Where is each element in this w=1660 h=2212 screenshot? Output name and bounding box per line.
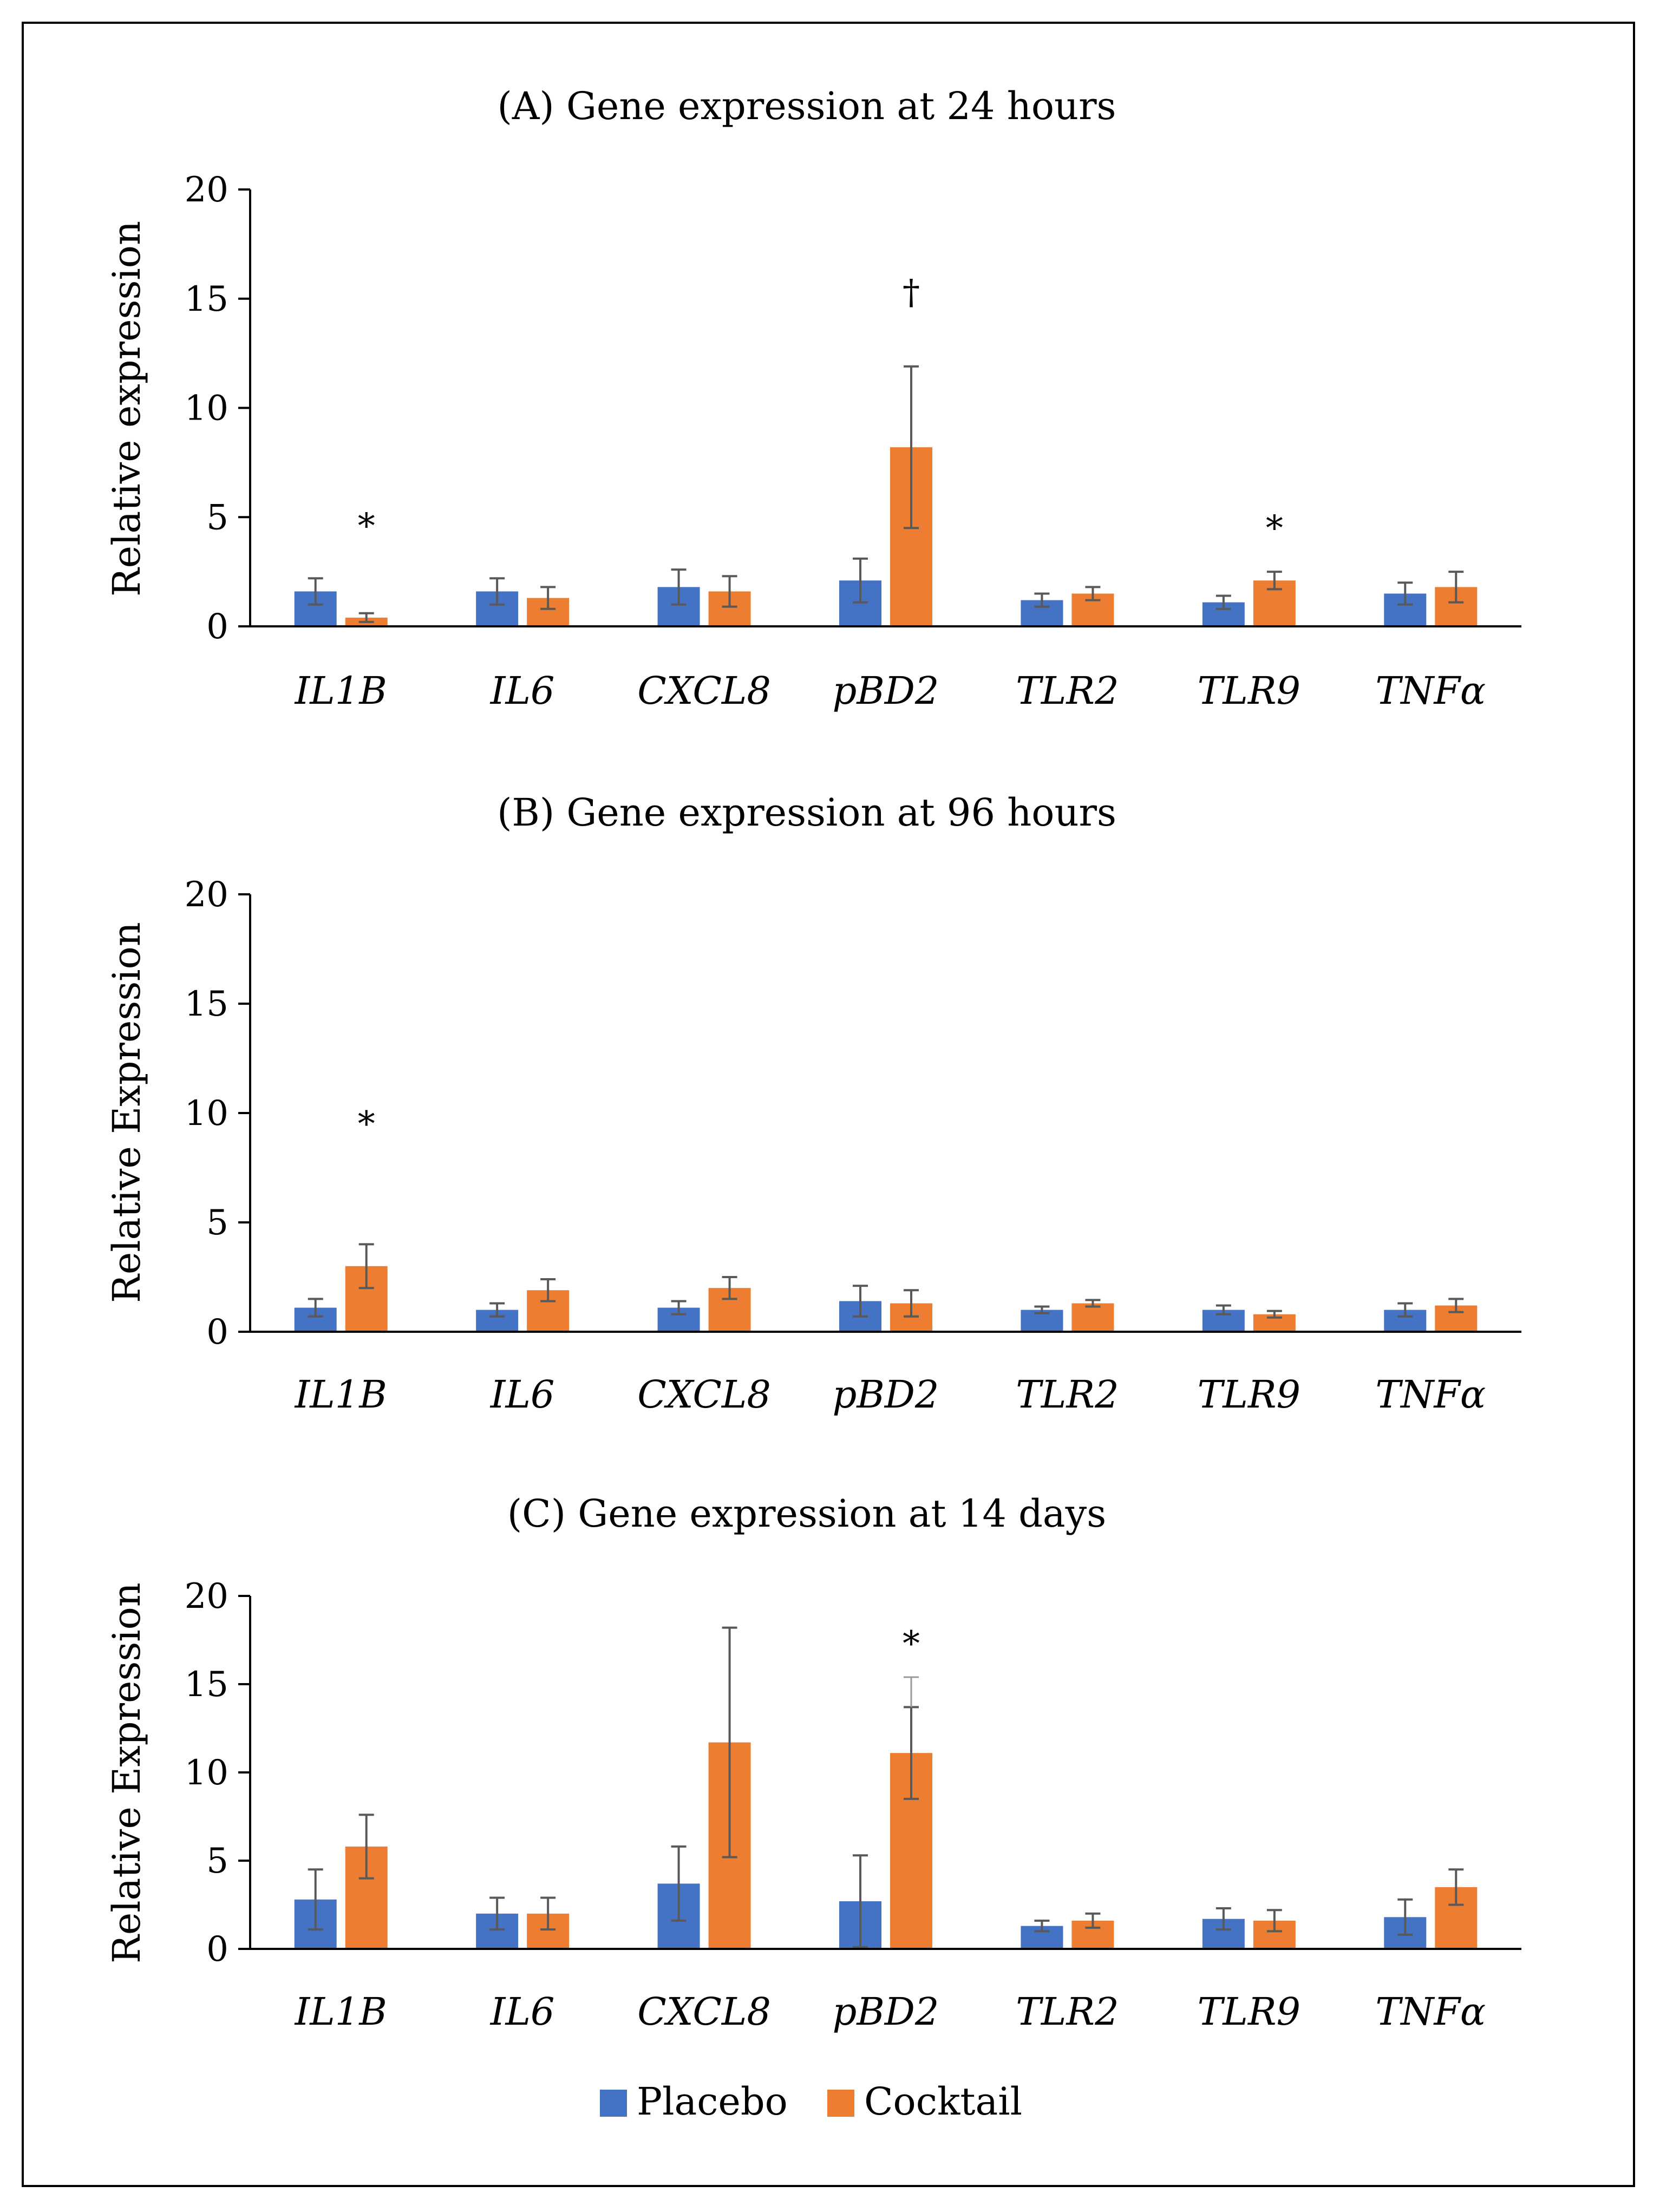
y-tick-label: 15 (185, 279, 228, 319)
x-tick-label: IL1B (294, 1372, 387, 1417)
y-tick-label: 0 (206, 1312, 228, 1352)
y-tick-label: 20 (185, 875, 228, 915)
bar-cocktail-tlr2 (1071, 1303, 1114, 1332)
x-tick-label: TNFα (1375, 1990, 1486, 2034)
y-tick-label: 10 (185, 1094, 228, 1134)
legend-label-cocktail: Cocktail (864, 2079, 1022, 2124)
significance-marker: * (1266, 508, 1283, 548)
x-tick-label: TLR9 (1198, 1372, 1300, 1417)
x-tick-label: IL6 (489, 1372, 555, 1417)
y-axis-label: Relative Expression (104, 1582, 149, 1964)
y-tick-label: 15 (185, 1665, 228, 1705)
x-tick-label: pBD2 (833, 1372, 939, 1417)
charts-group: (A) Gene expression at 24 hours Relative … (104, 84, 1521, 2034)
y-tick-label: 5 (206, 498, 228, 538)
chart-panel-b: (B) Gene expression at 96 hours Relative … (104, 790, 1521, 1417)
x-tick-label: IL6 (489, 669, 555, 713)
y-tick-label: 0 (206, 607, 228, 647)
y-tick-label: 20 (185, 1576, 228, 1617)
x-tick-label: pBD2 (833, 669, 939, 713)
chart-panel-c: (C) Gene expression at 14 days Relative E… (104, 1491, 1521, 2034)
legend: Placebo Cocktail (600, 2079, 1022, 2124)
y-tick-label: 10 (185, 389, 228, 429)
x-tick-label: TLR2 (1016, 1372, 1119, 1417)
x-tick-label: pBD2 (833, 1990, 939, 2034)
y-tick-label: 15 (185, 984, 228, 1024)
y-axis-label: Relative Expression (104, 922, 149, 1303)
y-tick-label: 5 (206, 1203, 228, 1243)
x-tick-label: TLR2 (1016, 669, 1119, 713)
chart-panel-a: (A) Gene expression at 24 hours Relative … (104, 84, 1521, 713)
significance-marker: † (903, 273, 920, 313)
x-tick-label: CXCL8 (637, 669, 771, 713)
legend-swatch-cocktail (827, 2090, 854, 2117)
y-tick-label: 5 (206, 1841, 228, 1881)
significance-marker: * (903, 1624, 920, 1664)
x-tick-label: IL6 (489, 1990, 555, 2034)
x-tick-label: TLR9 (1198, 669, 1300, 713)
significance-marker: * (358, 1104, 375, 1144)
chart-title: (A) Gene expression at 24 hours (498, 84, 1116, 128)
chart-title: (C) Gene expression at 14 days (507, 1491, 1106, 1536)
x-tick-label: TNFα (1375, 1372, 1486, 1417)
legend-swatch-placebo (600, 2090, 627, 2117)
x-tick-label: CXCL8 (637, 1372, 771, 1417)
significance-marker: * (358, 506, 375, 546)
x-tick-label: CXCL8 (637, 1990, 771, 2034)
x-tick-label: IL1B (294, 1990, 387, 2034)
y-axis-label: Relative expression (104, 221, 149, 597)
x-tick-label: IL1B (294, 669, 387, 713)
x-tick-label: TLR2 (1016, 1990, 1119, 2034)
x-tick-label: TLR9 (1198, 1990, 1300, 2034)
y-tick-label: 20 (185, 170, 228, 210)
x-tick-label: TNFα (1375, 669, 1486, 713)
legend-label-placebo: Placebo (637, 2079, 788, 2124)
figure-frame (22, 22, 1635, 2187)
y-tick-label: 0 (206, 1929, 228, 1969)
chart-title: (B) Gene expression at 96 hours (497, 790, 1116, 835)
y-tick-label: 10 (185, 1753, 228, 1793)
